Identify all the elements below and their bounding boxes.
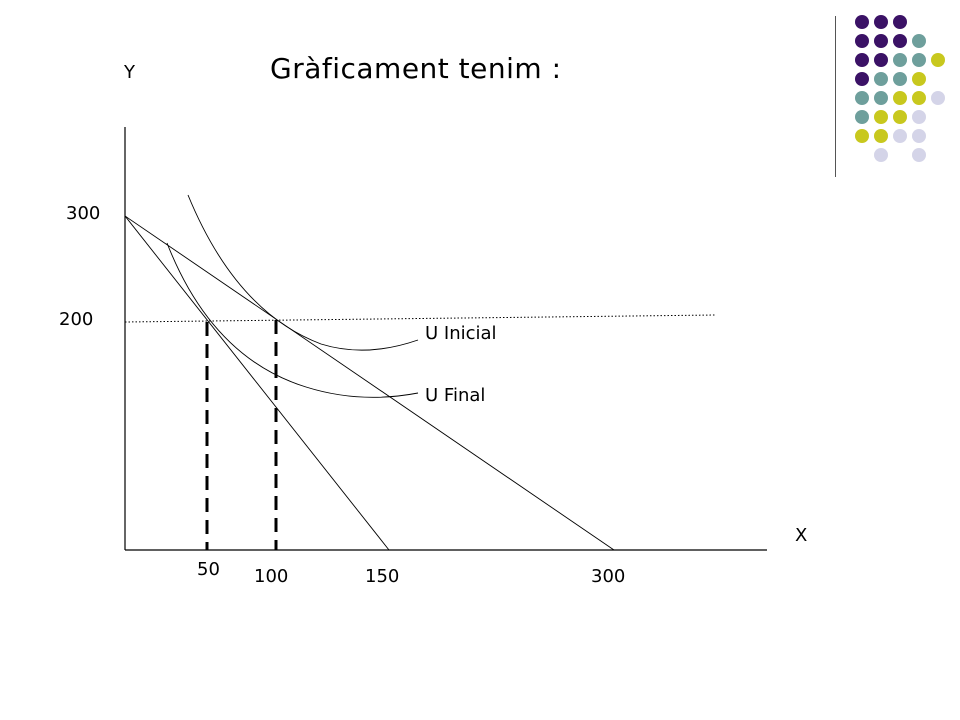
decor-dot [855,129,869,143]
decor-dot [893,34,907,48]
decor-dot [912,129,926,143]
decor-dot [874,91,888,105]
decor-dot [855,34,869,48]
y200-dotted-line [124,314,717,323]
y-axis-label: Y [124,62,135,83]
decor-dot [931,53,945,67]
decor-dot [912,148,926,162]
budget-line-final [124,215,390,551]
decor-dot [855,72,869,86]
decor-dot [893,72,907,86]
decor-dot [855,110,869,124]
decor-dot [874,15,888,29]
decor-dot [912,34,926,48]
x-tick-300: 300 [591,566,626,587]
decor-dot [874,110,888,124]
x-tick-50: 50 [197,559,220,580]
decor-dot [912,53,926,67]
y-tick-300: 300 [66,203,101,224]
x-axis-label: X [795,525,808,546]
decorative-divider [835,16,836,177]
indifference-curve-initial [187,194,419,351]
decor-dot [893,91,907,105]
u-inicial-label: U Inicial [425,323,497,344]
u-final-label: U Final [425,385,486,406]
decor-dot [931,91,945,105]
decor-dot [893,129,907,143]
decor-dot [855,15,869,29]
y-tick-200: 200 [59,309,94,330]
decor-dot [912,72,926,86]
decor-dot [874,148,888,162]
decor-dot [874,129,888,143]
decor-dot [855,53,869,67]
budget-line-initial [124,215,615,551]
indifference-curve-final [166,242,419,398]
decor-dot [893,53,907,67]
decor-dot [912,110,926,124]
decor-dot [874,53,888,67]
x-tick-100: 100 [254,566,289,587]
x-tick-150: 150 [365,566,400,587]
decor-dot [912,91,926,105]
decor-dot [874,72,888,86]
decor-dot [893,110,907,124]
decor-dot [874,34,888,48]
decor-dot [893,15,907,29]
slide-title: Gràficament tenim : [270,52,562,85]
decor-dot [855,91,869,105]
